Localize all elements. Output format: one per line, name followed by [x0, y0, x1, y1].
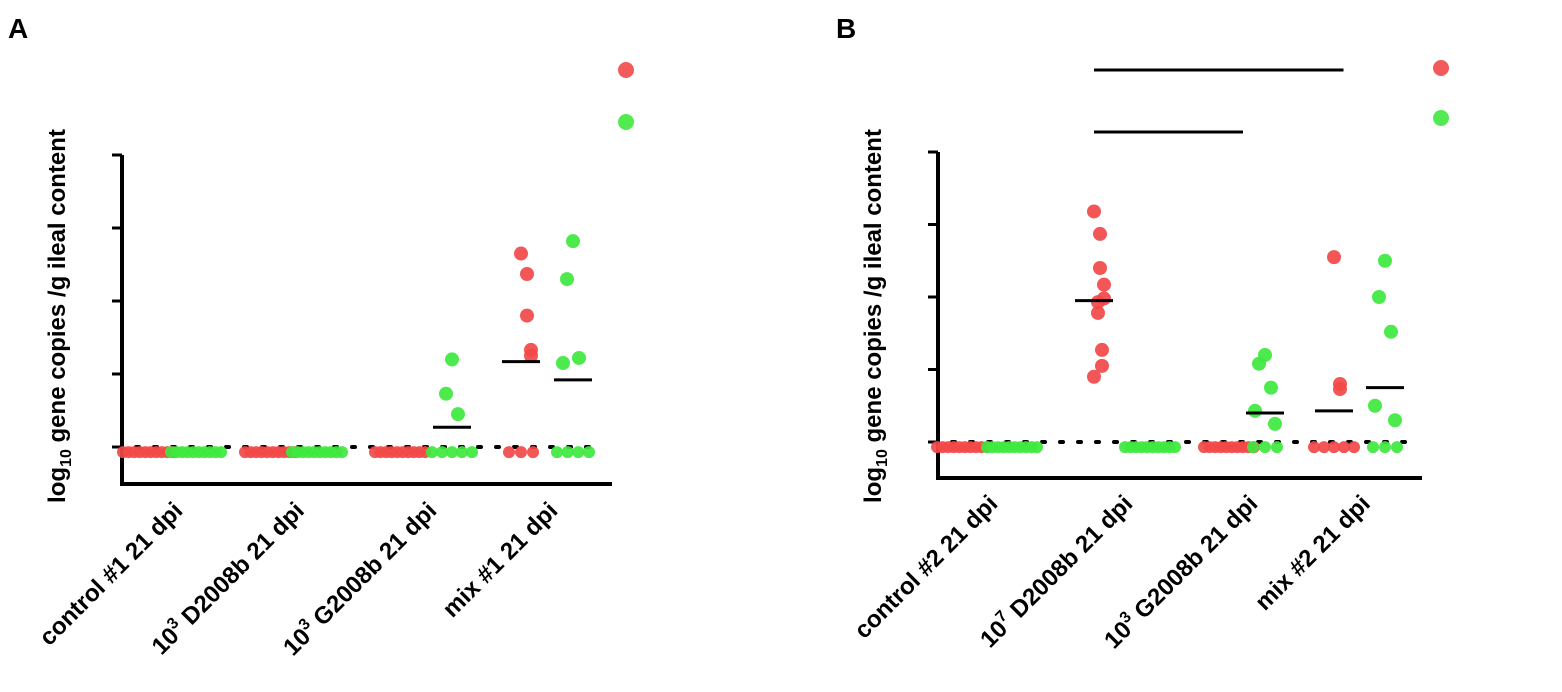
data-point-g2008b [1169, 441, 1181, 454]
y-axis-title: log10 gene copies /g ileal content [860, 129, 891, 503]
data-point-g2008b [1379, 441, 1391, 454]
data-point-g2008b [1367, 441, 1379, 454]
data-points [931, 204, 1404, 454]
legend-marker-g2008b [618, 114, 634, 130]
data-point-g2008b [1378, 253, 1392, 268]
data-point-d2008b [1095, 358, 1109, 373]
data-point-g2008b [456, 446, 468, 459]
data-point-d2008b [1333, 382, 1347, 397]
axes [928, 150, 1422, 480]
legend-marker-d2008b [1433, 60, 1449, 76]
data-point-g2008b [561, 446, 574, 459]
panel-a: A log10 gene copies /g ileal content con… [8, 13, 634, 661]
x-tick-label: mix #1 21 dpi [438, 497, 564, 623]
data-point-g2008b [215, 446, 227, 459]
data-point-d2008b [1318, 441, 1330, 454]
x-label-text: G2008b 21 dpi [303, 497, 442, 636]
y-axis-title: log10 gene copies /g ileal content [44, 129, 75, 503]
x-tick-label: control #2 21 dpi [849, 490, 1003, 644]
panel-label-b: B [836, 13, 856, 44]
y-title-log: log [44, 467, 71, 503]
data-point-d2008b [520, 266, 534, 281]
y-title-sub: 10 [874, 449, 891, 467]
data-point-d2008b [1091, 305, 1105, 320]
data-point-g2008b [583, 446, 595, 459]
data-point-g2008b [439, 386, 453, 401]
data-point-g2008b [436, 446, 448, 459]
data-point-g2008b [556, 356, 570, 371]
data-point-d2008b [503, 446, 515, 459]
y-axis-title-text: log10 gene copies /g ileal content [44, 129, 75, 503]
data-point-g2008b [446, 446, 458, 459]
data-point-d2008b [1327, 250, 1341, 265]
significance-bars [1094, 68, 1344, 134]
data-point-d2008b [1328, 441, 1340, 454]
data-point-g2008b [1248, 403, 1262, 418]
x-label-text: control #2 21 dpi [849, 490, 1003, 644]
data-point-d2008b [1097, 277, 1111, 292]
data-point-d2008b [527, 446, 539, 459]
legend [1433, 60, 1449, 126]
y-axis-title-text: log10 gene copies /g ileal content [860, 129, 891, 503]
data-point-d2008b [1093, 226, 1107, 241]
x-tick-label: mix #2 21 dpi [1250, 490, 1376, 616]
data-point-g2008b [551, 446, 563, 459]
data-point-g2008b [1388, 413, 1402, 428]
data-point-g2008b [572, 446, 585, 459]
legend-marker-g2008b [1433, 110, 1449, 126]
axes [112, 153, 612, 486]
data-point-g2008b [1391, 441, 1403, 454]
data-point-d2008b [1348, 441, 1360, 454]
data-point-d2008b [524, 348, 538, 363]
y-title-rest: gene copies /g ileal content [44, 129, 71, 449]
data-point-g2008b [1384, 324, 1398, 339]
data-point-d2008b [1338, 441, 1350, 454]
y-title-log: log [860, 467, 887, 503]
x-label-text: D2008b 21 dpi [172, 497, 310, 635]
x-label-text: mix #2 21 dpi [1250, 490, 1376, 616]
x-label-text: mix #1 21 dpi [438, 497, 564, 623]
data-point-g2008b [1271, 441, 1283, 454]
data-point-d2008b [1308, 441, 1320, 454]
data-point-g2008b [451, 407, 465, 422]
data-points [117, 234, 595, 459]
data-point-g2008b [466, 446, 478, 459]
data-point-d2008b [1087, 204, 1101, 219]
legend [618, 62, 634, 130]
data-point-d2008b [1095, 342, 1109, 357]
x-label-text: D2008b 21 dpi [1000, 490, 1138, 628]
x-label-text: G2008b 21 dpi [1124, 490, 1263, 629]
legend-marker-d2008b [618, 62, 634, 78]
panel-b: B log10 gene copies /g ileal content con… [836, 13, 1449, 654]
data-point-d2008b [1093, 261, 1107, 275]
data-point-d2008b [515, 446, 527, 459]
data-point-g2008b [1247, 441, 1259, 454]
data-point-g2008b [560, 272, 574, 287]
data-point-g2008b [1259, 441, 1271, 454]
data-point-d2008b [514, 246, 528, 261]
data-point-g2008b [445, 352, 459, 367]
data-point-g2008b [1031, 441, 1043, 454]
y-title-sub: 10 [58, 449, 75, 467]
data-point-g2008b [1264, 380, 1278, 395]
data-point-g2008b [426, 446, 438, 459]
data-point-g2008b [1252, 356, 1266, 371]
data-point-d2008b [520, 308, 534, 323]
data-point-d2008b [1087, 369, 1101, 384]
data-point-g2008b [336, 446, 348, 459]
data-point-g2008b [572, 350, 586, 365]
data-point-g2008b [1268, 416, 1282, 431]
panel-label-a: A [8, 13, 28, 44]
data-point-g2008b [1368, 398, 1382, 413]
data-point-g2008b [1372, 290, 1386, 304]
data-point-g2008b [566, 234, 580, 249]
y-title-rest: gene copies /g ileal content [860, 129, 887, 449]
